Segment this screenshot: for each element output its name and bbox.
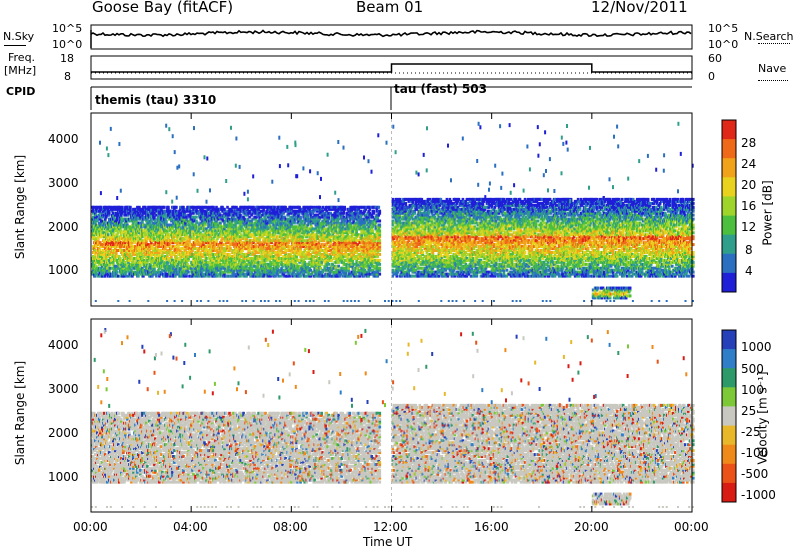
scatter-cell [187, 271, 190, 274]
scatter-cell [153, 237, 156, 240]
scatter-cell [116, 271, 119, 274]
nsky-trace [91, 31, 691, 37]
frequency-series [91, 64, 692, 73]
scatter-cell [175, 206, 178, 209]
scatter-cell [182, 206, 185, 209]
nsky-series [91, 30, 691, 48]
power-scatter [91, 113, 695, 306]
nsky-panel-frame [91, 25, 692, 49]
frequency-trace [91, 64, 692, 72]
scatter-cell [195, 216, 198, 219]
scatter-cell [223, 208, 226, 211]
scatter-cell [163, 206, 166, 209]
scatter-cell [165, 220, 168, 223]
scatter-cell [327, 263, 330, 266]
scatter-cell [299, 216, 302, 219]
scatter-cell [167, 206, 170, 209]
scatter-cell [205, 257, 208, 260]
scatter-cell [129, 206, 132, 209]
